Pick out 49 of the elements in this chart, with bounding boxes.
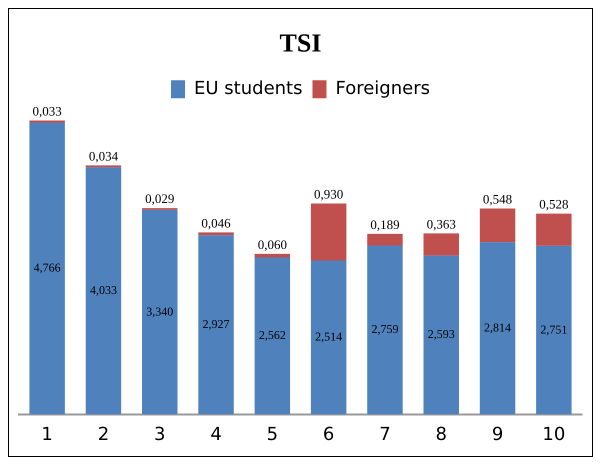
x-tick-label: 4 xyxy=(210,424,222,445)
bar xyxy=(310,203,346,260)
data-label: 2,562 xyxy=(258,328,286,342)
x-tick-label: 5 xyxy=(266,424,278,445)
bar xyxy=(29,122,65,414)
data-label: 4,766 xyxy=(34,260,61,275)
data-label: 0,189 xyxy=(370,216,400,232)
legend-label: Foreigners xyxy=(335,78,430,99)
data-label: 2,927 xyxy=(202,316,230,331)
bar xyxy=(86,167,122,414)
bar xyxy=(536,246,572,414)
bar xyxy=(254,254,290,258)
x-tick-label: 6 xyxy=(322,424,334,445)
data-label: 2,593 xyxy=(428,327,455,342)
bar xyxy=(142,210,178,414)
bar xyxy=(198,235,234,414)
data-label: 0,060 xyxy=(258,236,287,252)
data-label: 2,751 xyxy=(540,322,568,336)
data-label: 3,340 xyxy=(146,304,174,318)
data-label: 0,548 xyxy=(482,191,512,206)
data-label: 2,814 xyxy=(484,320,512,334)
data-label: 0,034 xyxy=(88,148,119,164)
chart-title: TSI xyxy=(280,28,322,58)
x-tick-label: 7 xyxy=(379,424,391,445)
data-label: 0,029 xyxy=(145,191,174,206)
data-label: 0,033 xyxy=(32,103,62,118)
data-label: 0,046 xyxy=(201,215,232,230)
legend-label: EU students xyxy=(194,78,302,99)
data-label: 2,759 xyxy=(371,322,398,336)
x-tick-label: 2 xyxy=(98,424,110,445)
bar xyxy=(367,245,403,414)
bar xyxy=(424,256,459,414)
x-tick-label: 10 xyxy=(542,424,566,445)
x-tick-label: 3 xyxy=(154,424,166,445)
bar xyxy=(424,233,459,256)
x-tick-label: 9 xyxy=(492,424,504,445)
bar xyxy=(480,208,516,242)
data-label: 0,528 xyxy=(539,196,568,212)
bar xyxy=(367,234,403,246)
x-tick-label: 8 xyxy=(436,424,447,445)
bar xyxy=(310,260,346,414)
bar xyxy=(536,214,572,246)
data-label: 4,033 xyxy=(90,283,117,298)
data-label: 2,514 xyxy=(315,330,342,344)
data-label: 0,930 xyxy=(314,186,344,202)
x-tick-label: 1 xyxy=(41,424,53,445)
data-label: 0,363 xyxy=(426,216,456,232)
bar xyxy=(480,242,516,414)
bar xyxy=(254,258,290,414)
